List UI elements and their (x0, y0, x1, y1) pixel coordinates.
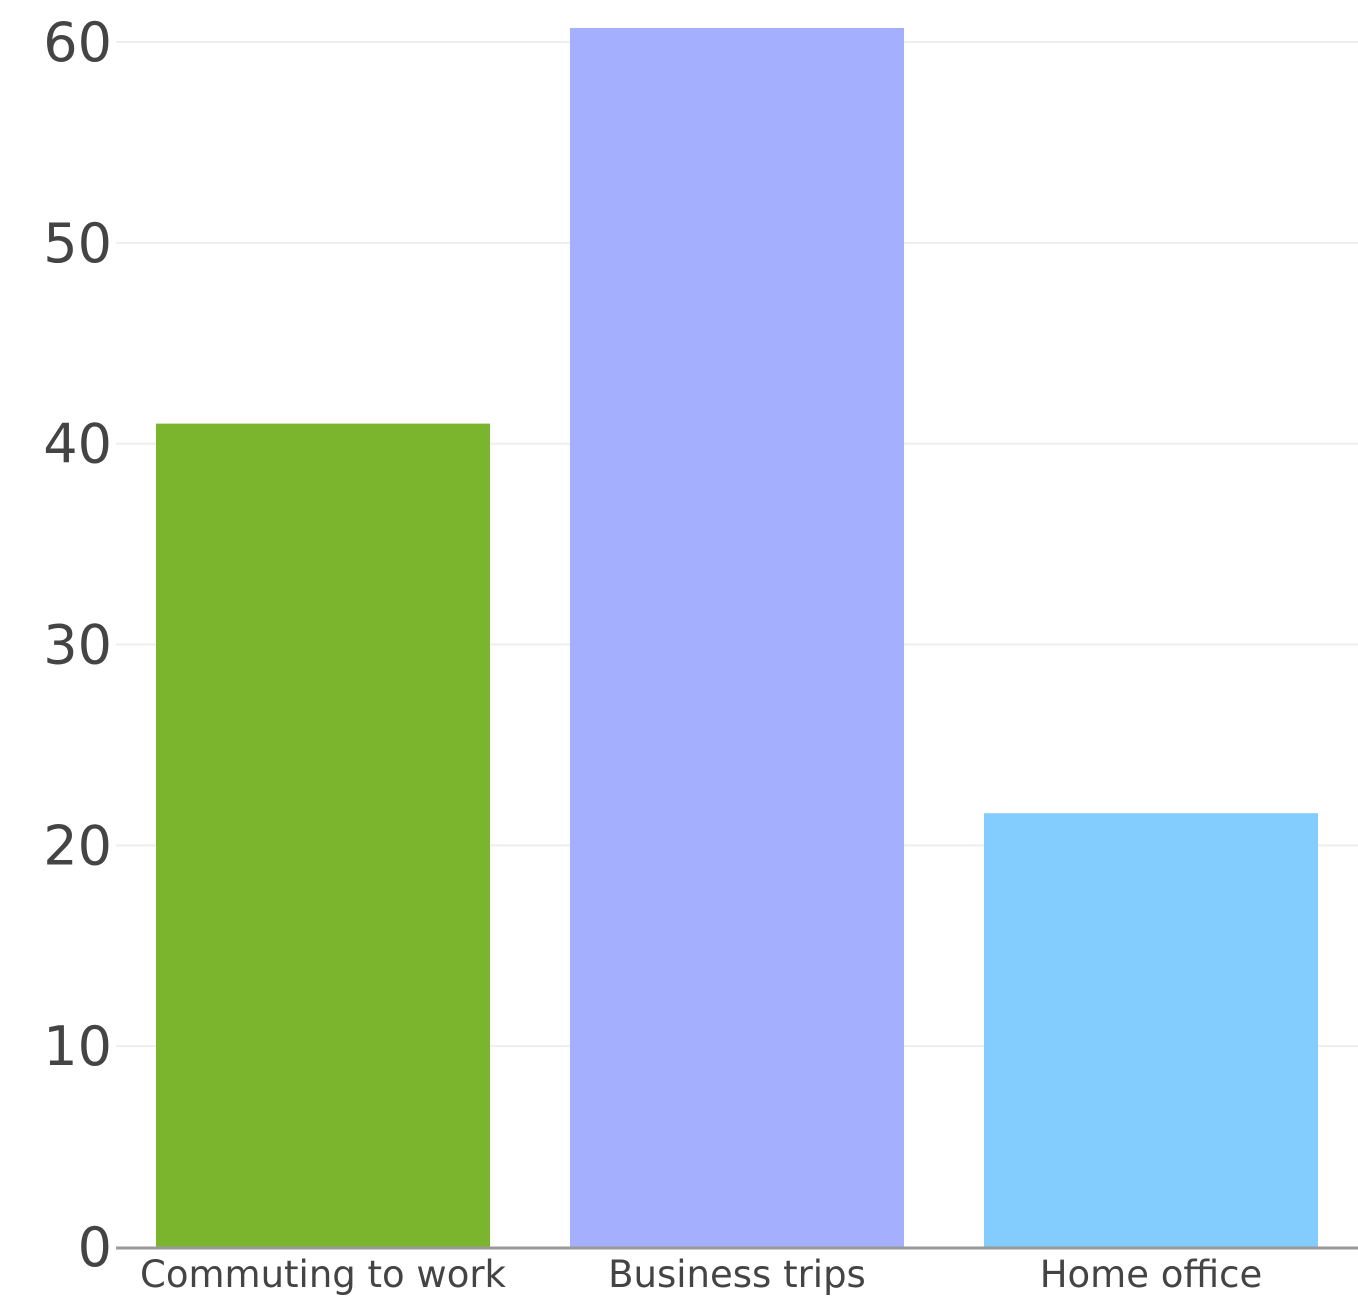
x-axis-labels: Commuting to work Business trips Home offi… (140, 1253, 1262, 1296)
bar (984, 813, 1318, 1247)
y-tick-label: 0 (78, 1216, 112, 1279)
x-category-label: Commuting to work (140, 1253, 507, 1296)
x-category-label: Business trips (608, 1253, 866, 1296)
y-tick-label: 50 (43, 212, 112, 275)
bar (156, 423, 490, 1247)
y-tick-label: 40 (43, 413, 112, 476)
y-tick-label: 20 (43, 814, 112, 877)
x-category-label: Home office (1040, 1253, 1263, 1296)
bar (570, 28, 904, 1247)
y-tick-label: 60 (43, 11, 112, 74)
y-axis-ticks: 0 10 20 30 40 50 60 (43, 11, 112, 1279)
y-tick-label: 30 (43, 614, 112, 677)
bars (156, 28, 1318, 1247)
y-tick-label: 10 (43, 1015, 112, 1078)
